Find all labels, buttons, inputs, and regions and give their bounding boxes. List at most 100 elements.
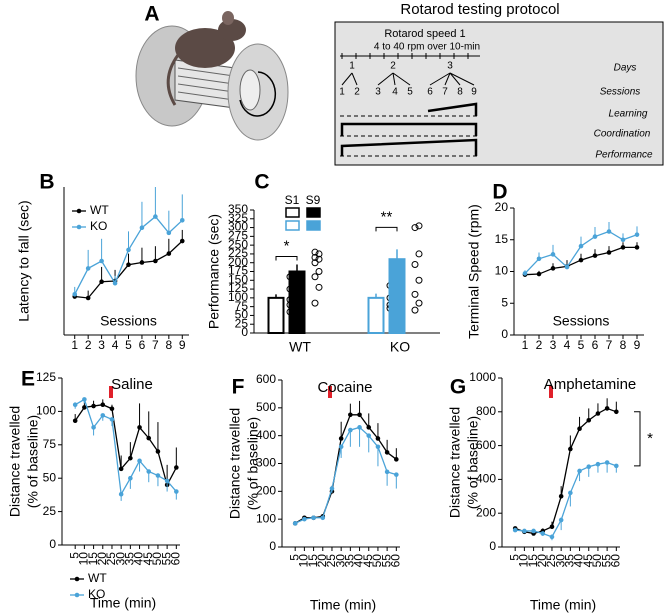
y-tick-label: 500 — [256, 400, 276, 414]
legend-swatch — [285, 207, 300, 218]
point — [606, 250, 612, 255]
point — [348, 427, 353, 433]
x-tick-label: 10 — [297, 554, 311, 568]
legend-marker — [74, 592, 80, 598]
x-tick-label: 50 — [370, 554, 384, 568]
x-tick-label: 35 — [563, 554, 577, 568]
point — [592, 234, 598, 239]
x-tick-label: 2 — [85, 338, 92, 352]
point — [604, 460, 610, 465]
point — [166, 230, 172, 236]
point — [311, 515, 316, 521]
point — [577, 468, 582, 474]
data-point — [415, 276, 423, 284]
point — [384, 469, 390, 475]
y-tick-label: 350 — [228, 202, 248, 216]
row-label: Days — [614, 63, 637, 74]
y-axis-title: Performance (sec) — [206, 214, 222, 329]
x-tick-label: 30 — [113, 552, 127, 566]
row-label: Sessions — [600, 87, 641, 98]
y-tick-label: 0 — [501, 327, 508, 341]
point — [614, 463, 619, 469]
x-tick-label: 9 — [634, 338, 641, 352]
x-tick-label: 6 — [139, 338, 146, 352]
x-tick-label: 1 — [71, 338, 78, 352]
x-tick-label: 5 — [578, 338, 585, 352]
x-tick-label: 10 — [517, 554, 531, 568]
y-tick-label: 1000 — [469, 370, 496, 384]
x-axis-title: Time (min) — [530, 597, 596, 613]
data-point — [411, 306, 419, 314]
y-tick-label: 300 — [228, 220, 248, 234]
data-point — [311, 248, 319, 256]
y-tick-label: 75 — [235, 299, 249, 313]
significance-bracket — [275, 255, 298, 261]
y-axis-title: Terminal Speed (rpm) — [466, 204, 482, 339]
x-tick-label: 35 — [343, 554, 357, 568]
x-tick-label: 30 — [333, 554, 347, 568]
point — [592, 253, 598, 258]
point — [99, 279, 104, 285]
point — [153, 258, 158, 264]
data-point — [311, 299, 319, 307]
y-tick-label: 0 — [241, 325, 248, 339]
legend-marker — [76, 224, 82, 230]
point — [549, 534, 555, 540]
y-axis-title: Distance travelled — [7, 406, 23, 517]
data-point — [311, 253, 319, 261]
legend-label: KO — [88, 587, 105, 601]
x-tick-label: 25 — [104, 552, 118, 566]
point — [384, 450, 390, 455]
panel-label: F — [232, 376, 245, 399]
point — [620, 237, 626, 243]
x-tick-label: 2 — [536, 338, 543, 352]
x-tick-label: 8 — [620, 338, 627, 352]
series-line — [74, 398, 177, 497]
x-tick-label: 15 — [526, 554, 540, 568]
chart-title: Cocaine — [317, 379, 372, 396]
session-label: 2 — [354, 87, 360, 98]
day-label: 2 — [390, 61, 396, 72]
x-tick-label: 15 — [86, 552, 100, 566]
y-tick-label: 100 — [256, 511, 276, 525]
data-point — [315, 283, 323, 291]
point — [357, 425, 362, 430]
point — [155, 473, 161, 478]
x-axis-title: Time (min) — [310, 597, 376, 613]
y-tick-label: 125 — [36, 370, 56, 384]
point — [109, 406, 115, 412]
x-tick-label: 20 — [315, 554, 329, 568]
y-tick-label: 400 — [476, 472, 496, 486]
point — [394, 472, 399, 477]
series-line — [514, 407, 617, 535]
point — [634, 245, 640, 250]
protocol-speed: Rotarod speed 1 — [384, 28, 465, 40]
panel-label: G — [450, 376, 466, 399]
x-tick-label: 45 — [361, 554, 375, 568]
panel-label: D — [492, 181, 507, 204]
injection-marker — [549, 386, 553, 398]
day-label: 1 — [349, 61, 355, 72]
protocol-title: Rotarod testing protocol — [400, 1, 559, 18]
point — [292, 521, 298, 526]
x-tick-label: 55 — [599, 554, 613, 568]
y-tick-label: 150 — [228, 272, 248, 286]
row-label: Performance — [595, 150, 653, 161]
y-axis-title: (% of baseline) — [245, 417, 261, 510]
y-tick-label: 200 — [228, 255, 248, 269]
panel-label: B — [39, 171, 54, 194]
panel-label: E — [21, 368, 35, 391]
y-axis-title: Distance travelled — [227, 408, 243, 519]
point — [72, 292, 78, 297]
point — [85, 266, 91, 271]
point — [320, 515, 326, 521]
point — [118, 491, 124, 497]
point — [174, 465, 179, 470]
point — [338, 436, 344, 441]
point — [375, 444, 381, 450]
data-point — [411, 224, 419, 232]
x-tick-label: 3 — [550, 338, 557, 352]
y-tick-label: 300 — [256, 456, 276, 470]
legend-label: WT — [88, 571, 107, 585]
